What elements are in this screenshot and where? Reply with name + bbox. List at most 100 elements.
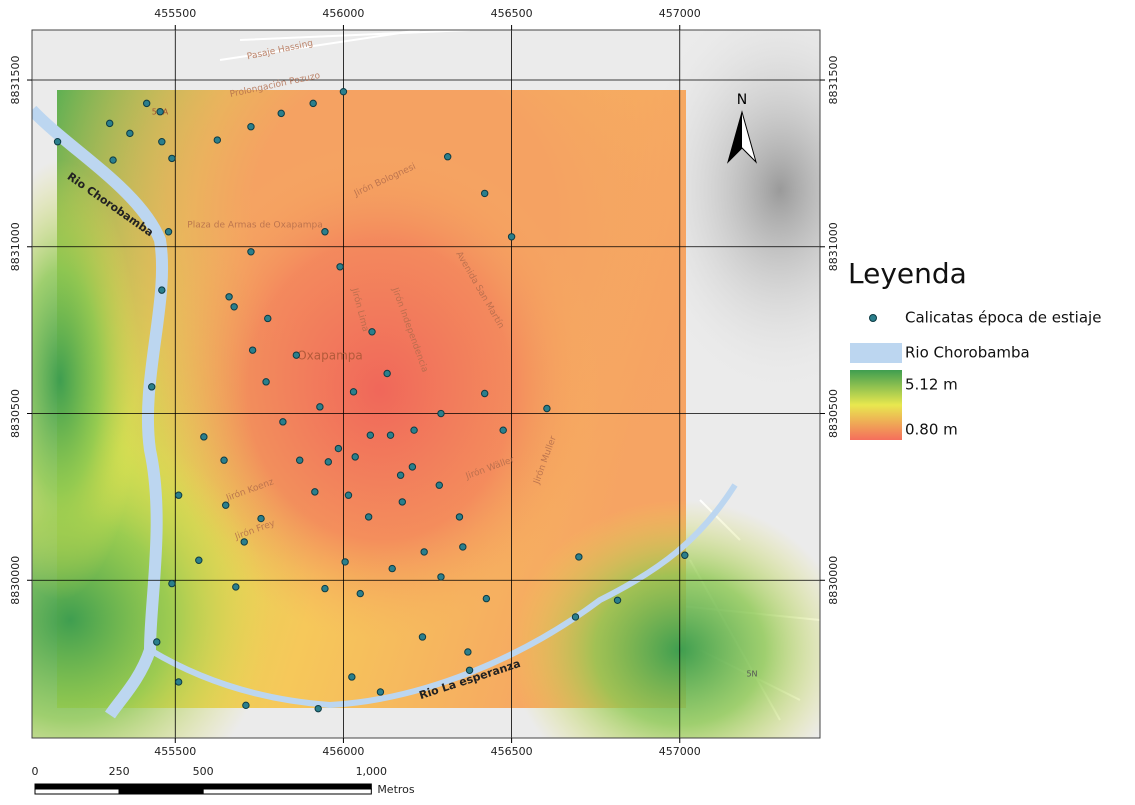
legend-marker (870, 315, 877, 322)
sample-point (399, 499, 405, 505)
sample-point (436, 482, 442, 488)
sample-point (110, 157, 116, 163)
sample-point (149, 384, 155, 390)
sample-point (389, 565, 395, 571)
sample-point (214, 137, 220, 143)
sample-point (367, 432, 373, 438)
place-label: Plaza de Armas de Oxapampa (187, 221, 322, 231)
sample-point (500, 427, 506, 433)
legend-swatch (850, 343, 902, 363)
sample-point (226, 294, 232, 300)
y-tick-label: 8831500 (827, 56, 840, 105)
sample-point (387, 432, 393, 438)
legend-label: 0.80 m (905, 421, 958, 439)
x-tick-label: 456500 (491, 7, 533, 20)
y-tick-label: 8830000 (827, 556, 840, 605)
legend-label: 5.12 m (905, 376, 958, 394)
sample-point (438, 410, 444, 416)
scale-label: 0 (32, 765, 39, 778)
legend-label: Rio Chorobamba (905, 344, 1030, 362)
sample-point (349, 674, 355, 680)
sample-point (248, 249, 254, 255)
scale-label: 250 (109, 765, 130, 778)
sample-point (377, 689, 383, 695)
sample-point (54, 139, 60, 145)
sample-point (357, 590, 363, 596)
sample-point (223, 502, 229, 508)
scale-segment (35, 784, 119, 789)
y-tick-label: 8830000 (9, 556, 22, 605)
scale-segment (119, 789, 203, 794)
sample-point (154, 639, 160, 645)
sample-point (419, 634, 425, 640)
sample-point (614, 597, 620, 603)
north-label: N (737, 92, 747, 108)
sample-point (143, 100, 149, 106)
scale-segment (203, 789, 371, 794)
town-label: Oxapampa (297, 349, 363, 363)
scale-segment (35, 789, 119, 794)
x-tick-label: 455500 (154, 745, 196, 758)
sample-point (409, 464, 415, 470)
sample-point (221, 457, 227, 463)
sample-point (365, 514, 371, 520)
sample-point (159, 287, 165, 293)
sample-point (397, 472, 403, 478)
scale-segment (119, 784, 203, 789)
sample-point (342, 559, 348, 565)
x-tick-label: 457000 (659, 7, 701, 20)
sample-point (297, 457, 303, 463)
x-tick-label: 456000 (322, 7, 364, 20)
sample-point (456, 514, 462, 520)
sample-point (345, 492, 351, 498)
sample-point (481, 390, 487, 396)
sample-point (438, 574, 444, 580)
sample-point (350, 389, 356, 395)
sample-point (265, 315, 271, 321)
sample-point (127, 130, 133, 136)
sample-point (340, 88, 346, 94)
sample-point (322, 229, 328, 235)
sample-point (576, 554, 582, 560)
sample-point (241, 539, 247, 545)
sample-point (312, 489, 318, 495)
sample-point (369, 329, 375, 335)
sample-point (258, 515, 264, 521)
sample-point (483, 595, 489, 601)
x-tick-label: 456000 (322, 745, 364, 758)
sample-point (544, 405, 550, 411)
x-tick-label: 456500 (491, 745, 533, 758)
road-shield: 5N (746, 670, 757, 679)
sample-point (466, 667, 472, 673)
sample-point (293, 352, 299, 358)
y-tick-label: 8830500 (9, 389, 22, 438)
map-body: Rio Chorobamba Rio La esperanza Oxapampa… (0, 0, 920, 801)
sample-point (465, 649, 471, 655)
sample-point (481, 190, 487, 196)
sample-point (196, 557, 202, 563)
sample-point (280, 419, 286, 425)
sample-point (322, 585, 328, 591)
sample-point (337, 264, 343, 270)
sample-point (248, 124, 254, 130)
sample-point (411, 427, 417, 433)
sample-point (682, 552, 688, 558)
sample-point (444, 154, 450, 160)
sample-point (317, 404, 323, 410)
scale-label: 500 (193, 765, 214, 778)
sample-point (231, 304, 237, 310)
sample-point (572, 614, 578, 620)
y-tick-label: 8831000 (9, 222, 22, 271)
sample-point (278, 110, 284, 116)
sample-point (233, 584, 239, 590)
sample-point (508, 234, 514, 240)
y-tick-label: 8830500 (827, 389, 840, 438)
sample-point (201, 434, 207, 440)
legend-label: Calicatas época de estiaje (905, 309, 1101, 327)
sample-point (421, 549, 427, 555)
map-page: Rio Chorobamba Rio La esperanza Oxapampa… (0, 0, 1135, 801)
sample-point (352, 454, 358, 460)
sample-point (169, 580, 175, 586)
sample-point (325, 459, 331, 465)
y-tick-label: 8831000 (827, 222, 840, 271)
